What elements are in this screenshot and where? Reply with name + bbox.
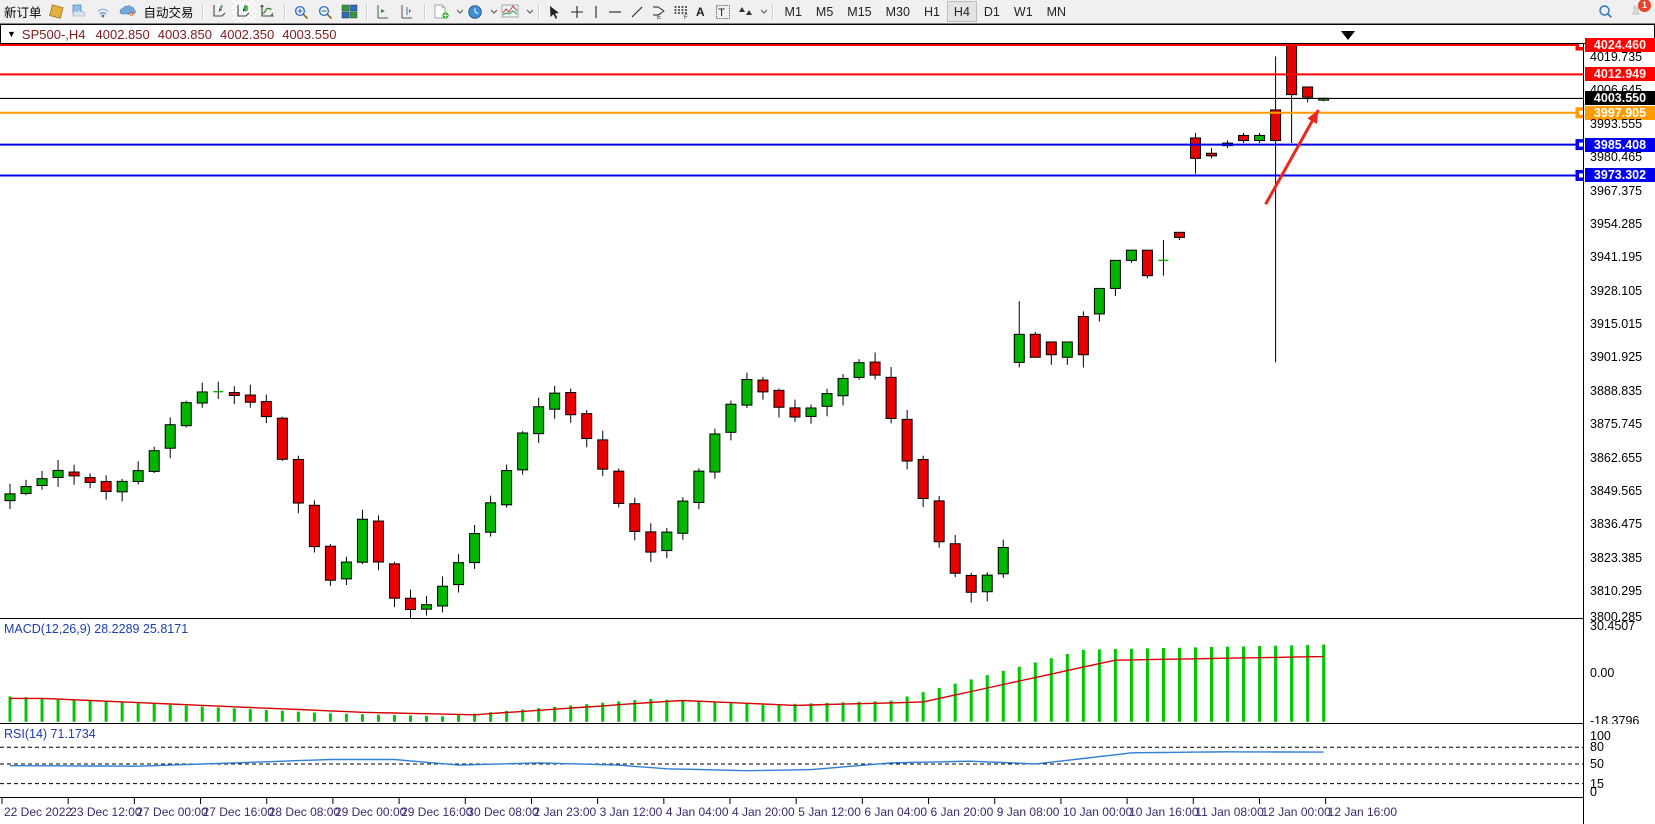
svg-text:T: T: [718, 7, 725, 19]
svg-text:A: A: [696, 5, 705, 19]
svg-text:F: F: [684, 15, 688, 20]
svg-text:E: E: [657, 15, 661, 20]
